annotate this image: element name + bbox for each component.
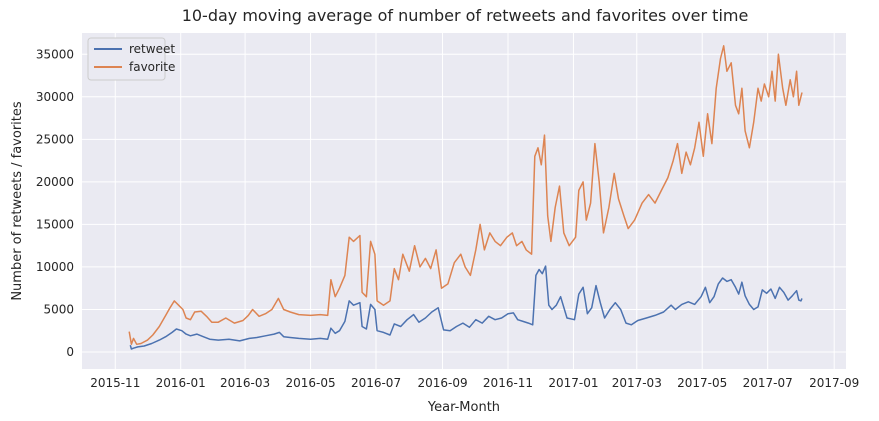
y-tick-label: 30000 — [36, 90, 74, 104]
x-tick-labels: 2015-11 2016-01 2016-03 2016-05 2016-07 2016-… — [90, 376, 859, 390]
y-tick-label: 0 — [66, 345, 74, 359]
y-tick-label: 35000 — [36, 47, 74, 61]
y-tick-label: 10000 — [36, 260, 74, 274]
x-tick-label: 2017-05 — [677, 376, 727, 390]
legend-label-favorite: favorite — [129, 60, 175, 74]
series-group — [128, 45, 803, 350]
x-tick-label: 2016-03 — [220, 376, 270, 390]
grid-lines — [82, 33, 846, 369]
series-line-favorite — [128, 45, 803, 346]
x-tick-label: 2016-05 — [285, 376, 335, 390]
y-tick-label: 5000 — [43, 302, 74, 316]
y-tick-label: 25000 — [36, 132, 74, 146]
x-tick-label: 2016-01 — [156, 376, 206, 390]
x-tick-label: 2017-01 — [548, 376, 598, 390]
x-axis-label: Year-Month — [427, 400, 500, 415]
x-tick-label: 2016-09 — [417, 376, 467, 390]
y-tick-labels: 0 5000 10000 15000 20000 25000 30000 35000 — [36, 47, 74, 359]
legend: retweet favorite — [87, 37, 175, 81]
chart-title: 10-day moving average of number of retwe… — [182, 6, 749, 25]
x-tick-label: 2017-03 — [612, 376, 662, 390]
legend-label-retweet: retweet — [129, 42, 175, 56]
y-axis-label: Number of retweets / favorites — [10, 101, 25, 301]
plot-area — [82, 33, 846, 369]
x-tick-label: 2017-09 — [809, 376, 859, 390]
y-tick-label: 15000 — [36, 217, 74, 231]
x-tick-label: 2016-07 — [351, 376, 401, 390]
x-tick-label: 2015-11 — [90, 376, 140, 390]
series-line-retweet — [129, 265, 803, 350]
y-tick-label: 20000 — [36, 175, 74, 189]
x-tick-label: 2017-07 — [743, 376, 793, 390]
x-tick-label: 2016-11 — [483, 376, 533, 390]
